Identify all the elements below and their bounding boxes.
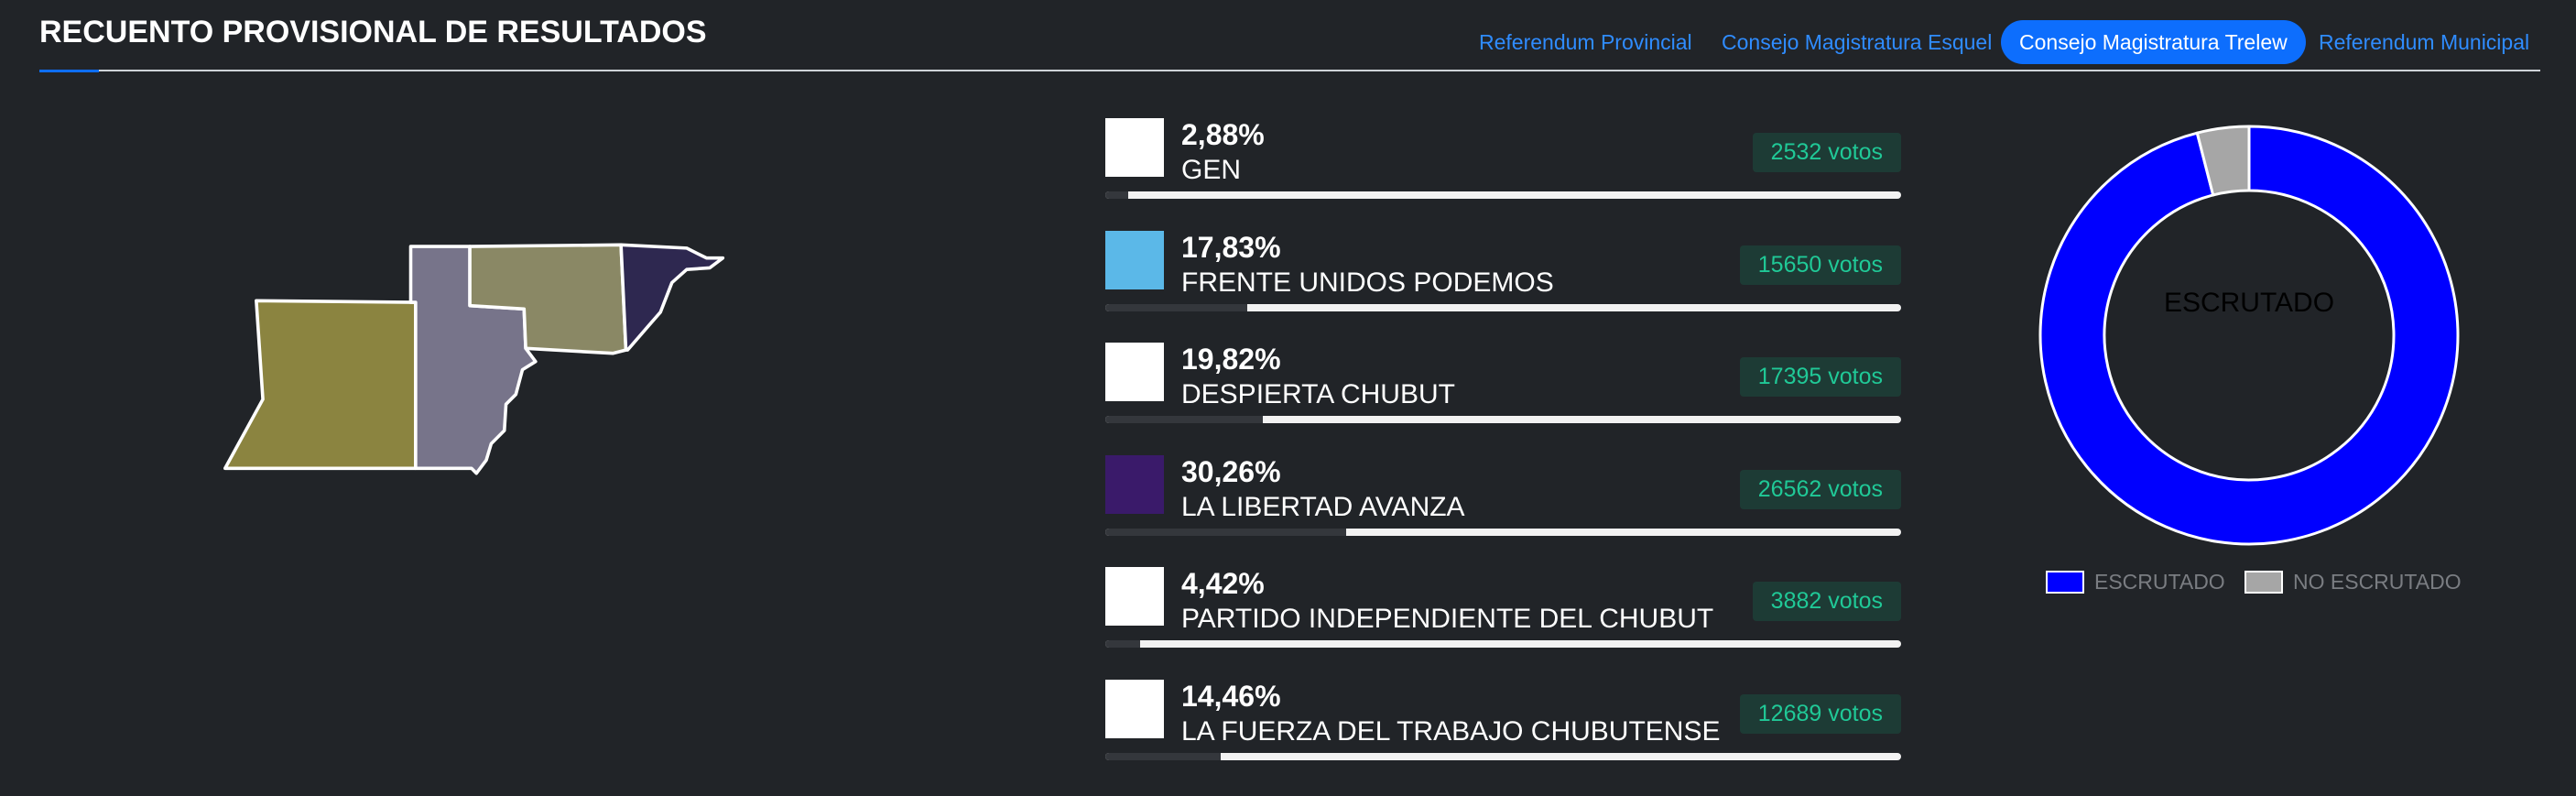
legend-label: NO ESCRUTADO bbox=[2293, 570, 2462, 594]
party-logo bbox=[1105, 118, 1164, 177]
legend-swatch bbox=[2244, 571, 2283, 594]
progress-fill bbox=[1105, 528, 1346, 536]
party-percent: 14,46% bbox=[1181, 679, 1281, 713]
party-percent: 4,42% bbox=[1181, 567, 1265, 600]
donut-segment bbox=[2195, 125, 2251, 197]
map-region bbox=[223, 299, 418, 471]
page-title: RECUENTO PROVISIONAL DE RESULTADOS bbox=[39, 15, 707, 49]
party-name: LA LIBERTAD AVANZA bbox=[1181, 491, 1465, 522]
party-logo bbox=[1105, 343, 1164, 401]
progress-fill bbox=[1105, 752, 1221, 760]
progress-fill bbox=[1105, 303, 1247, 311]
tab[interactable]: Referendum Provincial bbox=[1479, 30, 1692, 54]
header-rule bbox=[39, 70, 2540, 71]
progress-track bbox=[1105, 303, 1901, 311]
party-votes: 15650 votos bbox=[1739, 245, 1901, 285]
tab[interactable]: Consejo Magistratura Trelew bbox=[2001, 20, 2306, 64]
legend-label: ESCRUTADO bbox=[2094, 570, 2225, 594]
tab[interactable]: Referendum Municipal bbox=[2319, 30, 2530, 54]
party-votes: 12689 votos bbox=[1739, 693, 1901, 734]
party-name: PARTIDO INDEPENDIENTE DEL CHUBUT bbox=[1181, 604, 1714, 634]
party-logo bbox=[1105, 230, 1164, 289]
party-name: FRENTE UNIDOS PODEMOS bbox=[1181, 267, 1554, 298]
progress-track bbox=[1105, 752, 1901, 760]
progress-fill bbox=[1105, 416, 1264, 423]
progress-fill bbox=[1105, 640, 1141, 648]
party-percent: 19,82% bbox=[1181, 343, 1281, 376]
party-votes: 17395 votos bbox=[1739, 357, 1901, 397]
tab[interactable]: Consejo Magistratura Esquel bbox=[1722, 30, 1993, 54]
progress-track bbox=[1105, 640, 1901, 648]
donut-center-label: ESCRUTADO bbox=[2164, 288, 2334, 318]
progress-track bbox=[1105, 528, 1901, 536]
party-logo bbox=[1105, 454, 1164, 514]
party-votes: 26562 votos bbox=[1739, 469, 1901, 509]
donut-segment bbox=[2038, 125, 2460, 546]
progress-track bbox=[1105, 416, 1901, 423]
party-name: GEN bbox=[1181, 155, 1242, 185]
party-name: LA FUERZA DEL TRABAJO CHUBUTENSE bbox=[1181, 715, 1721, 747]
party-percent: 2,88% bbox=[1181, 118, 1265, 151]
party-logo bbox=[1105, 567, 1164, 626]
party-percent: 30,26% bbox=[1181, 454, 1281, 488]
header-accent bbox=[39, 70, 99, 72]
party-name: DESPIERTA CHUBUT bbox=[1181, 379, 1455, 409]
map-region bbox=[619, 243, 725, 352]
party-logo bbox=[1105, 679, 1164, 738]
party-percent: 17,83% bbox=[1181, 230, 1281, 264]
map bbox=[223, 243, 725, 475]
party-votes: 2532 votos bbox=[1752, 133, 1901, 172]
legend-swatch bbox=[2046, 571, 2084, 594]
party-votes: 3882 votos bbox=[1752, 582, 1901, 621]
progress-fill bbox=[1105, 191, 1129, 199]
progress-track bbox=[1105, 191, 1901, 199]
